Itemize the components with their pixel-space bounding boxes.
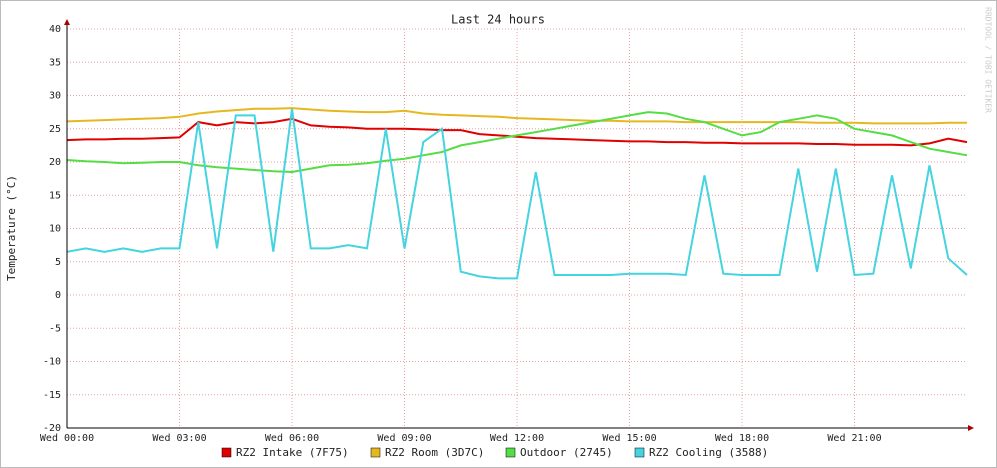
chart-title: Last 24 hours — [451, 13, 545, 27]
y-axis-arrow — [64, 19, 70, 25]
x-tick-label: Wed 06:00 — [265, 433, 319, 444]
legend-label: RZ2 Intake (7F75) — [236, 446, 349, 459]
series-line — [66, 108, 968, 280]
y-tick-label: 35 — [49, 57, 61, 68]
series-line — [66, 111, 968, 174]
x-axis-arrow — [968, 425, 974, 431]
y-tick-label: 30 — [49, 91, 61, 102]
y-tick-label: -20 — [43, 423, 61, 434]
x-tick-label: Wed 03:00 — [152, 433, 206, 444]
y-tick-label: 15 — [49, 190, 61, 201]
legend-label: Outdoor (2745) — [520, 446, 613, 459]
y-axis-label: Temperature (°C) — [5, 175, 18, 281]
legend-swatch — [370, 447, 381, 458]
watermark: RRDTOOL / TOBI OETIKER — [984, 7, 993, 113]
series-line — [66, 107, 967, 125]
x-tick-label: Wed 15:00 — [602, 433, 656, 444]
legend-swatch — [634, 447, 645, 458]
legend-label: RZ2 Cooling (3588) — [649, 446, 768, 459]
x-tick-label: Wed 00:00 — [40, 433, 94, 444]
y-tick-label: 0 — [55, 290, 61, 301]
series-layer — [66, 107, 968, 280]
y-tick-label: -5 — [49, 323, 61, 334]
y-tick-label: -15 — [43, 390, 61, 401]
y-tick-label: 20 — [49, 157, 61, 168]
x-tick-label: Wed 12:00 — [490, 433, 544, 444]
y-tick-label: 5 — [55, 257, 61, 268]
y-tick-label: -10 — [43, 357, 61, 368]
series-line — [66, 117, 968, 147]
y-tick-label: 40 — [49, 24, 61, 35]
x-tick-label: Wed 18:00 — [715, 433, 769, 444]
legend-swatch — [221, 447, 232, 458]
legend-label: RZ2 Room (3D7C) — [385, 446, 484, 459]
legend-swatch — [505, 447, 516, 458]
y-tick-label: 10 — [49, 224, 61, 235]
x-tick-label: Wed 09:00 — [377, 433, 431, 444]
legend: RZ2 Intake (7F75) RZ2 Room (3D7C) Outdoor … — [221, 446, 768, 459]
y-tick-label: 25 — [49, 124, 61, 135]
x-tick-label: Wed 21:00 — [827, 433, 881, 444]
